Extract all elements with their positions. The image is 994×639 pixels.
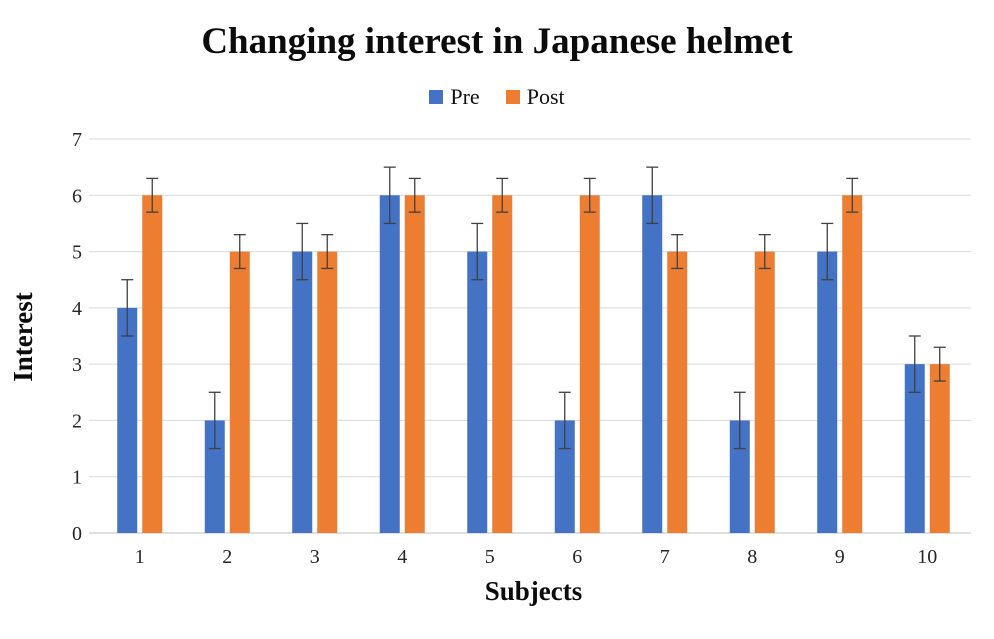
legend-item-post: Post bbox=[505, 84, 565, 109]
y-tick-label: 5 bbox=[72, 242, 82, 264]
bar-pre-1 bbox=[117, 307, 138, 533]
bar-post-3 bbox=[317, 251, 338, 534]
bar-pre-7 bbox=[642, 195, 663, 534]
bar-post-7 bbox=[667, 251, 688, 534]
bar-pre-4 bbox=[379, 195, 400, 534]
legend-swatch-post-icon bbox=[505, 90, 520, 104]
chart-legend: Pre Post bbox=[0, 86, 994, 108]
x-tick-label: 8 bbox=[747, 546, 757, 568]
bar-post-1 bbox=[142, 195, 163, 534]
bar-pre-9 bbox=[817, 251, 838, 534]
x-tick-label: 2 bbox=[222, 546, 232, 568]
y-tick-label: 0 bbox=[72, 523, 82, 545]
bar-post-2 bbox=[229, 251, 250, 534]
bar-post-10 bbox=[929, 364, 950, 533]
chart-title: Changing interest in Japanese helmet bbox=[201, 21, 793, 62]
x-tick-label: 9 bbox=[835, 546, 845, 568]
y-tick-label: 4 bbox=[72, 298, 82, 320]
bar-post-5 bbox=[492, 195, 513, 534]
x-tick-label: 5 bbox=[485, 546, 495, 568]
y-tick-label: 2 bbox=[72, 410, 82, 432]
bar-pre-5 bbox=[467, 251, 488, 534]
bar-post-8 bbox=[754, 251, 775, 534]
legend-item-pre: Pre bbox=[429, 84, 480, 109]
x-tick-label: 4 bbox=[397, 546, 407, 568]
legend-label-pre: Pre bbox=[450, 84, 480, 109]
bar-pre-10 bbox=[904, 364, 925, 533]
bar-post-4 bbox=[404, 195, 425, 534]
x-axis-title: Subjects bbox=[484, 576, 583, 606]
y-tick-label: 3 bbox=[72, 354, 82, 376]
y-tick-label: 1 bbox=[72, 467, 82, 489]
x-tick-label: 6 bbox=[572, 546, 582, 568]
bar-post-6 bbox=[579, 195, 600, 534]
x-tick-label: 3 bbox=[310, 546, 320, 568]
legend-swatch-pre-icon bbox=[429, 90, 444, 104]
y-tick-label: 6 bbox=[72, 185, 82, 207]
x-tick-label: 7 bbox=[660, 546, 670, 568]
legend-label-post: Post bbox=[526, 84, 565, 109]
y-tick-label: 7 bbox=[72, 129, 82, 151]
bar-pre-3 bbox=[292, 251, 313, 534]
x-tick-label: 10 bbox=[917, 546, 937, 568]
bar-post-9 bbox=[842, 195, 863, 534]
x-tick-label: 1 bbox=[135, 546, 145, 568]
